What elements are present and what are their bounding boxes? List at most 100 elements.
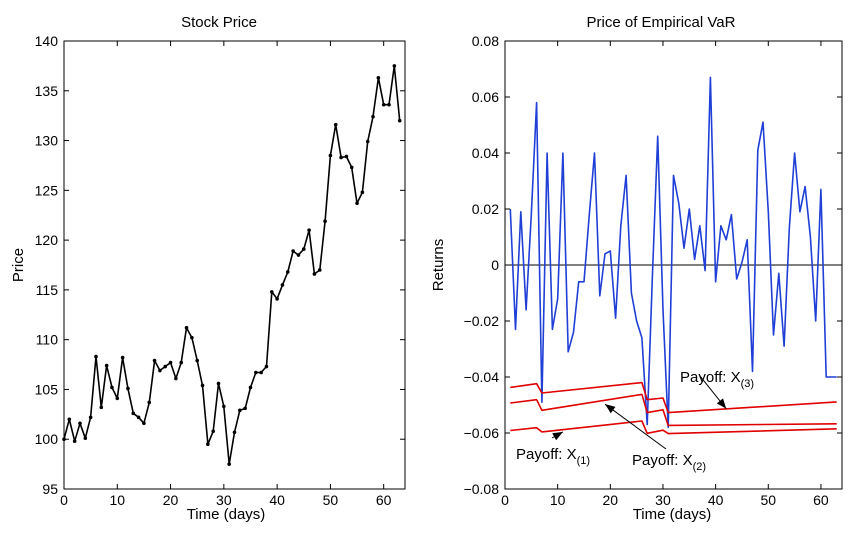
data-point: [67, 417, 72, 422]
data-point: [126, 386, 130, 391]
data-point: [264, 364, 269, 369]
annot-x1: Payoff: X(1): [516, 431, 590, 467]
data-point: [312, 272, 317, 276]
annotation-group: Payoff: X(3)Payoff: X(2)Payoff: X(1): [516, 369, 754, 473]
x-tick-label: 0: [60, 492, 68, 508]
data-point: [195, 358, 200, 363]
data-point: [291, 249, 295, 253]
x-tick-label: 10: [109, 492, 125, 508]
data-point: [285, 270, 290, 274]
data-point: [307, 228, 311, 232]
data-point: [339, 155, 343, 160]
data-point: [280, 283, 285, 287]
empirical-var-chart: Price of Empirical VaR 0 10 20 30 40 50 60 −0.0…: [430, 14, 843, 523]
annotation-subscript: (2): [693, 461, 706, 473]
data-point: [232, 430, 237, 435]
series-line: [509, 76, 837, 429]
data-point: [243, 406, 247, 411]
chart-title: Price of Empirical VaR: [587, 14, 736, 31]
x-tick-label: 60: [813, 492, 829, 508]
x-tick-label: 40: [269, 492, 285, 508]
stock-price-chart: Stock Price 0 10 20 30 40 50 60 95 100 105 110 115 1…: [10, 14, 406, 523]
data-point: [317, 268, 322, 272]
data-point: [147, 400, 152, 405]
data-point: [222, 404, 226, 409]
y-tick-label: 110: [36, 332, 59, 348]
data-point: [104, 363, 109, 368]
annot-x3: Payoff: X(3): [680, 369, 754, 409]
data-point: [120, 355, 125, 360]
y-tick-label: 0.06: [472, 89, 499, 105]
annotation-label-text: Payoff: X: [680, 369, 741, 386]
x-tick-label: 50: [323, 492, 339, 508]
data-point: [206, 442, 210, 447]
x-tick-label: 20: [163, 492, 179, 508]
y-tick-label: 0: [491, 257, 499, 273]
data-point: [371, 114, 375, 119]
annotation-label-text: Payoff: X: [516, 446, 577, 463]
data-point: [238, 408, 242, 413]
data-point: [110, 385, 114, 390]
y-axis-label: Price: [10, 248, 27, 282]
arrowhead: [716, 398, 727, 409]
data-point: [168, 360, 173, 365]
data-point: [301, 247, 306, 251]
annotation-label-text: Payoff: X: [632, 452, 693, 469]
y-tick-label: −0.06: [464, 425, 500, 441]
series-line-payoff-x-3: [510, 381, 837, 414]
series-line-payoff-x-1: [510, 420, 837, 435]
data-point: [376, 76, 381, 80]
data-point: [94, 354, 98, 359]
y-tick-label: −0.04: [464, 369, 500, 385]
chart-title: Stock Price: [181, 14, 257, 31]
y-tick-label: 95: [42, 481, 58, 497]
series-group: [62, 64, 402, 466]
data-point: [158, 368, 162, 373]
x-tick-label: 20: [603, 492, 619, 508]
data-point: [387, 102, 391, 107]
y-tick-label: 0.08: [472, 33, 499, 49]
annotation-label: Payoff: X(1): [516, 446, 590, 467]
data-point: [227, 462, 231, 466]
data-point: [344, 154, 349, 159]
y-tick-label: 115: [36, 282, 59, 298]
y-tick-label: 0.02: [472, 201, 499, 217]
x-tick-label: 30: [216, 492, 232, 508]
y-tick-label: 140: [35, 33, 59, 49]
data-point: [136, 415, 141, 420]
data-point: [174, 376, 178, 381]
y-tick-label: 125: [35, 182, 59, 198]
y-tick-label: 135: [35, 83, 59, 99]
x-tick-label: 40: [708, 492, 724, 508]
data-point: [397, 118, 402, 123]
y-tick-label: 105: [35, 381, 59, 397]
data-point: [333, 122, 338, 127]
x-axis-label: Time (days): [633, 506, 712, 523]
data-point: [88, 415, 93, 420]
annotation-arrow-line: [604, 403, 667, 450]
x-tick-label: 50: [760, 492, 776, 508]
annotation-subscript: (3): [741, 378, 754, 390]
data-point: [142, 421, 146, 426]
data-point: [392, 64, 397, 68]
annotation-subscript: (1): [577, 455, 590, 467]
data-point: [62, 437, 66, 442]
x-tick-label: 0: [501, 492, 509, 508]
data-point: [365, 139, 370, 144]
y-tick-label: −0.08: [464, 481, 500, 497]
y-tick-label: 130: [35, 133, 59, 149]
data-point: [349, 165, 354, 170]
data-point: [179, 360, 184, 365]
y-tick-label: 100: [35, 431, 59, 447]
y-tick-label: 0.04: [472, 145, 499, 161]
arrowhead: [552, 431, 563, 441]
data-point: [275, 297, 279, 301]
data-point: [211, 429, 215, 434]
x-axis-label: Time (days): [187, 506, 266, 523]
data-point: [115, 396, 120, 401]
data-point: [200, 383, 205, 388]
series-line: [63, 65, 401, 465]
data-point: [131, 411, 136, 416]
x-tick-label: 10: [550, 492, 566, 508]
